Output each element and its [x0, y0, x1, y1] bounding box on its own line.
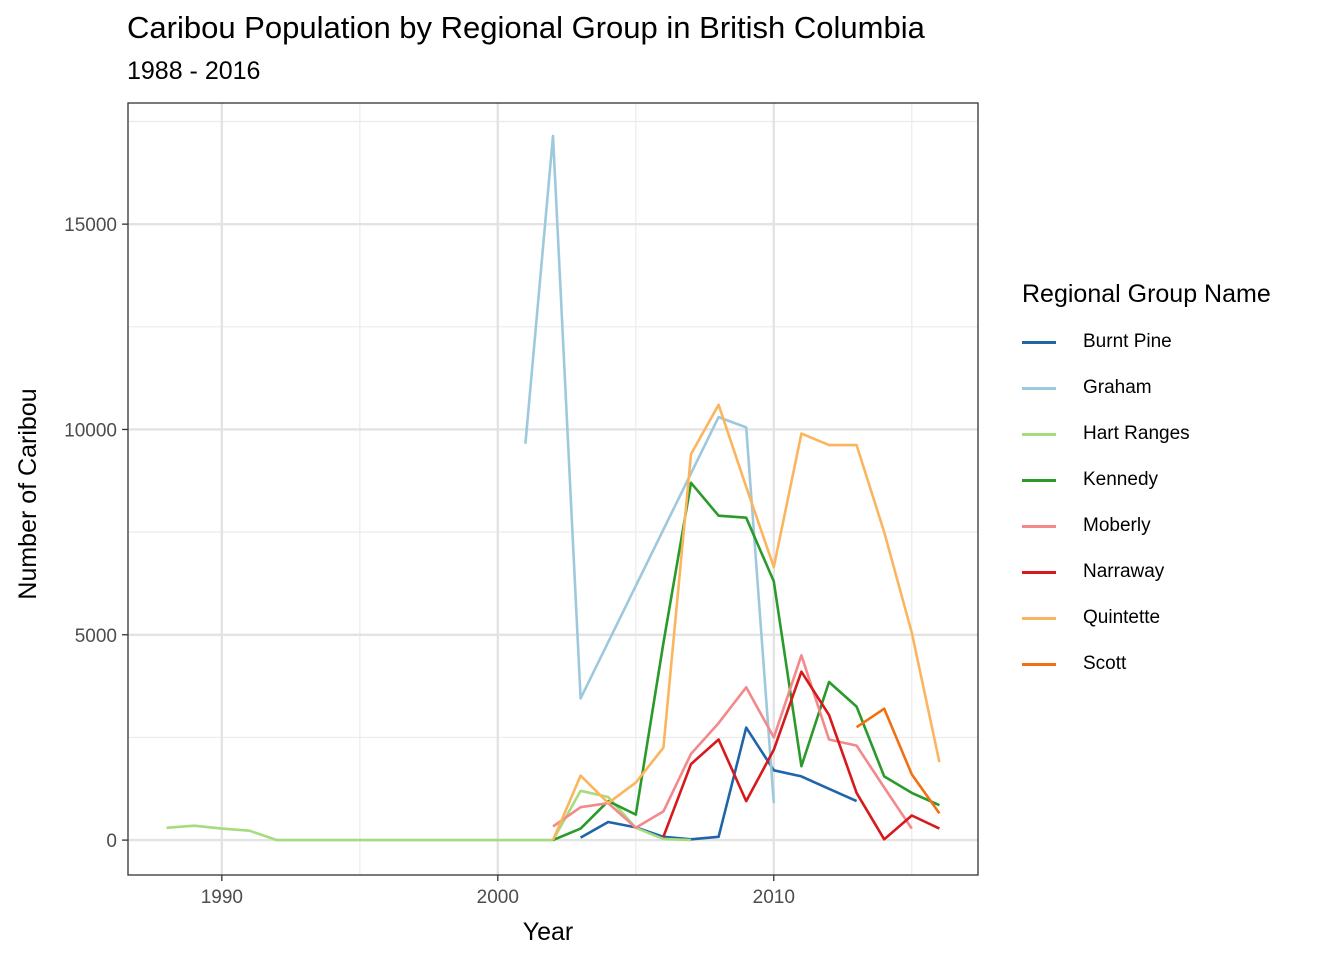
series-line-moberly: [552, 653, 913, 830]
legend-item-kennedy: Kennedy: [1022, 457, 1271, 503]
legend-item-narraway: Narraway: [1022, 549, 1271, 595]
legend-key: [1022, 616, 1056, 620]
legend-item-hart-ranges: Hart Ranges: [1022, 411, 1271, 457]
series-line-graham: [524, 134, 776, 804]
legend-label: Quintette: [1083, 607, 1161, 628]
series-line-hart-ranges: [166, 789, 692, 842]
legend-label: Scott: [1083, 653, 1127, 674]
x-axis-title: Year: [523, 918, 574, 946]
series-line-quintette: [551, 403, 941, 841]
series-line-kennedy: [552, 481, 940, 842]
x-tick-label: 2000: [477, 887, 519, 908]
legend-key: [1022, 570, 1056, 574]
chart-subtitle: 1988 - 2016: [127, 57, 261, 85]
chart-title: Caribou Population by Regional Group in …: [127, 10, 925, 45]
legend-title: Regional Group Name: [1022, 280, 1271, 308]
legend-label: Hart Ranges: [1083, 423, 1190, 444]
legend-key: [1022, 524, 1056, 528]
legend-label: Moberly: [1083, 515, 1151, 536]
y-tick-label: 5000: [75, 626, 117, 647]
legend-label: Kennedy: [1083, 469, 1159, 490]
y-axis-title: Number of Caribou: [14, 388, 42, 599]
legend-items: Burnt Pine Graham Hart Ranges Kennedy Moberl…: [1022, 319, 1271, 687]
legend: Regional Group Name Burnt Pine Graham Hart…: [1022, 280, 1271, 687]
series-line-burnt-pine: [579, 726, 858, 841]
y-tick-label: 15000: [64, 215, 117, 236]
legend-key: [1022, 340, 1056, 344]
x-tick-label: 2010: [753, 887, 795, 908]
plot-panel-border: [127, 102, 979, 876]
series-line-scott: [855, 707, 941, 815]
legend-item-quintette: Quintette: [1022, 595, 1271, 641]
legend-key: [1022, 386, 1056, 390]
legend-label: Graham: [1083, 377, 1152, 398]
legend-label: Burnt Pine: [1083, 331, 1172, 352]
y-tick-label: 0: [106, 831, 117, 852]
legend-item-burnt-pine: Burnt Pine: [1022, 319, 1271, 365]
legend-item-moberly: Moberly: [1022, 503, 1271, 549]
legend-key: [1022, 662, 1056, 666]
legend-item-graham: Graham: [1022, 365, 1271, 411]
y-tick-label: 10000: [64, 420, 117, 441]
series-line-narraway: [662, 670, 940, 841]
legend-key: [1022, 432, 1056, 436]
legend-label: Narraway: [1083, 561, 1165, 582]
legend-item-scott: Scott: [1022, 641, 1271, 687]
x-tick-label: 1990: [201, 887, 243, 908]
legend-key: [1022, 478, 1056, 482]
